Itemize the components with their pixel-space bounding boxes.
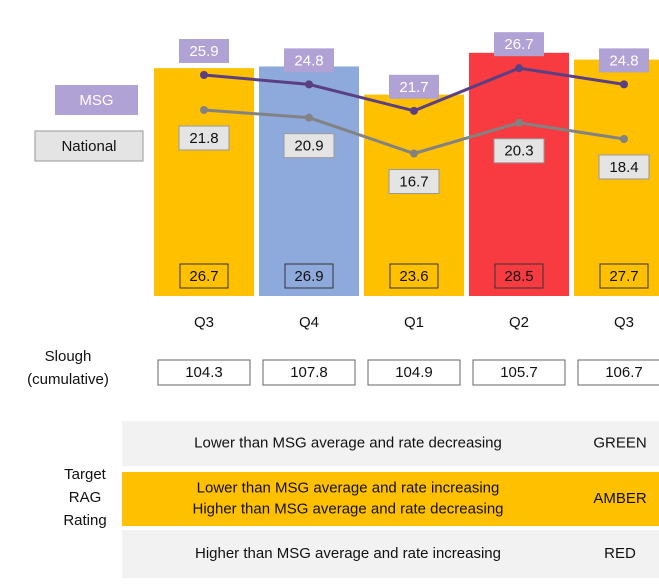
x-tick-label: Q4 [299, 314, 319, 331]
slough-value: 105.7 [500, 364, 538, 381]
bar-label-box [494, 263, 544, 289]
line-label-box [179, 38, 229, 63]
line-label-box [598, 154, 650, 180]
slough-value: 104.3 [185, 364, 223, 381]
line-point [620, 80, 628, 89]
rag-rating: AMBER [593, 490, 647, 507]
rag-label: Target [64, 466, 107, 483]
line-label-box [388, 168, 440, 194]
rag-rating: RED [604, 545, 636, 562]
slough-box [262, 359, 356, 386]
x-tick-label: Q3 [614, 314, 634, 331]
rag-criteria: Higher than MSG average and rate decreas… [192, 500, 503, 517]
line-label: 20.3 [504, 143, 533, 160]
line-label: 21.8 [189, 130, 218, 147]
rag-label: Rating [63, 512, 106, 529]
bar-label: 26.9 [294, 268, 323, 285]
line-label-box [494, 32, 544, 57]
line-label: 16.7 [399, 173, 428, 190]
slough-label: Slough [45, 348, 92, 365]
bar [154, 68, 254, 296]
slough-box [157, 359, 251, 386]
line-point [200, 105, 208, 114]
x-tick-label: Q2 [509, 314, 529, 331]
line-label-box [599, 48, 649, 73]
line-label: 24.8 [609, 52, 638, 69]
line-point [410, 106, 418, 115]
line-label-box [389, 74, 439, 99]
line-label-box [283, 133, 335, 159]
legend-label: MSG [79, 92, 113, 109]
bar [364, 94, 464, 296]
rag-label: RAG [69, 489, 102, 506]
line-label: 20.9 [294, 138, 323, 155]
line-point [515, 118, 523, 127]
slough-value: 104.9 [395, 364, 433, 381]
line-point [305, 80, 313, 89]
line-label: 24.8 [294, 52, 323, 69]
x-tick-label: Q3 [194, 314, 214, 331]
line-label: 21.7 [399, 79, 428, 96]
line-point [620, 134, 628, 143]
x-tick-label: Q1 [404, 314, 424, 331]
slough-label: (cumulative) [27, 371, 109, 388]
rag-row [122, 421, 659, 466]
line-label-box [178, 125, 230, 151]
bar-label: 28.5 [504, 268, 533, 285]
bar-label: 27.7 [609, 268, 638, 285]
rag-criteria: Lower than MSG average and rate increasi… [197, 479, 500, 496]
legend-box [55, 85, 138, 115]
rag-criteria: Higher than MSG average and rate increas… [195, 545, 501, 562]
line-point [515, 64, 523, 73]
bar-label-box [599, 263, 649, 289]
line-point [200, 70, 208, 79]
line-label: 26.7 [504, 36, 533, 53]
bar [469, 52, 569, 296]
slough-box [577, 359, 659, 386]
bar-label-box [284, 263, 334, 289]
line-point [305, 113, 313, 122]
line-label-box [284, 48, 334, 73]
rag-row [122, 472, 659, 526]
line-label: 18.4 [609, 159, 638, 176]
legend-label: National [61, 138, 116, 155]
line-point [410, 149, 418, 158]
slough-value: 106.7 [605, 364, 643, 381]
slough-value: 107.8 [290, 364, 328, 381]
bar-label-box [389, 263, 439, 289]
slough-box [367, 359, 461, 386]
bar [259, 66, 359, 296]
legend-box [34, 130, 144, 162]
line-label-box [493, 138, 545, 164]
slough-box [472, 359, 566, 386]
rag-criteria: Lower than MSG average and rate decreasi… [194, 434, 502, 451]
line-label: 25.9 [189, 43, 218, 60]
bar-label: 23.6 [399, 268, 428, 285]
bar-label-box [179, 263, 229, 289]
rag-row [122, 530, 659, 578]
rag-rating: GREEN [593, 434, 646, 451]
bar-label: 26.7 [189, 268, 218, 285]
